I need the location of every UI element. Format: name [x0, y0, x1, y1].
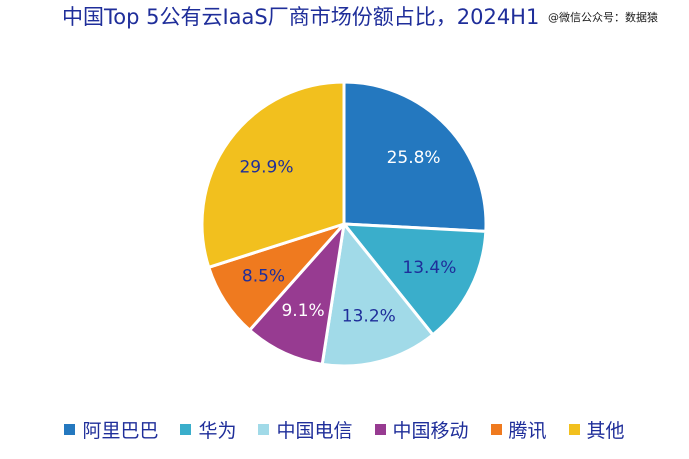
legend-label: 阿里巴巴 [82, 420, 159, 442]
pie-chart: 25.8% 13.4% 13.2% 9.1% 8.5% 29.9% [200, 80, 488, 368]
legend-swatch [568, 424, 580, 435]
slice-label-5: 8.5% [242, 266, 285, 286]
pie-slice-6 [200, 80, 346, 269]
legend-item-5: 腾讯 [490, 416, 547, 443]
legend-label: 腾讯 [508, 420, 547, 442]
legend-swatch [490, 424, 502, 435]
pie-slice-4 [248, 222, 346, 366]
legend-label: 其他 [586, 420, 625, 442]
slice-label-6: 29.9% [239, 157, 293, 177]
legend: 阿里巴巴 华为 中国电信 中国移动 腾讯 其他 [0, 416, 689, 443]
legend-item-4: 中国移动 [374, 416, 469, 443]
chart-title: 中国Top 5公有云IaaS厂商市场份额占比，2024H1 [62, 5, 540, 29]
watermark-text: @微信公众号：数据猿 [547, 9, 659, 25]
legend-item-2: 华为 [180, 416, 236, 443]
legend-swatch [258, 424, 270, 435]
slice-label-1: 25.8% [387, 148, 441, 168]
legend-item-1: 阿里巴巴 [64, 416, 158, 443]
legend-swatch [64, 424, 76, 435]
legend-swatch [180, 424, 192, 435]
legend-label: 中国移动 [392, 420, 469, 442]
pie-slice-1 [342, 80, 488, 233]
pie-slice-3 [320, 222, 435, 368]
slice-label-2: 13.4% [402, 258, 456, 278]
slice-label-3: 13.2% [342, 307, 396, 327]
legend-label: 中国电信 [276, 420, 353, 442]
legend-swatch [374, 424, 386, 435]
pie-slice-2 [342, 222, 488, 337]
legend-label: 华为 [198, 420, 237, 442]
legend-item-6: 其他 [568, 416, 625, 443]
slice-label-4: 9.1% [281, 301, 324, 321]
legend-item-3: 中国电信 [258, 416, 353, 443]
